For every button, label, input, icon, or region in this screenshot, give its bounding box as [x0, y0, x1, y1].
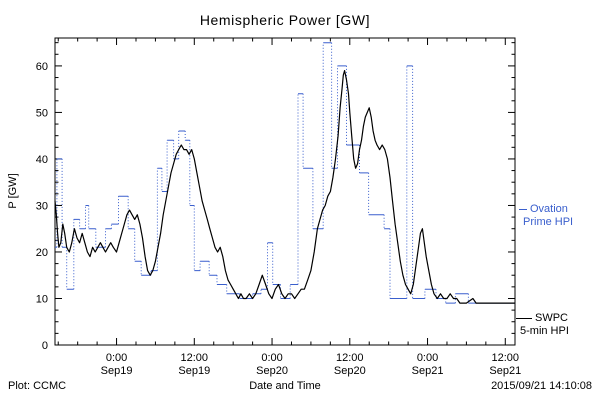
- legend-ovation: Ovation Prime HPI: [519, 203, 597, 229]
- x-tick-time-label: 0:00: [261, 352, 282, 364]
- x-tick-date-label: Sep19: [101, 365, 133, 377]
- y-tick-label: 10: [36, 293, 48, 305]
- plot-frame: [54, 37, 516, 346]
- x-tick-time-label: 12:00: [492, 352, 520, 364]
- y-tick-label: 30: [36, 200, 48, 212]
- x-tick-time-label: 0:00: [417, 352, 438, 364]
- x-tick-date-label: Sep21: [412, 365, 444, 377]
- x-tick-time-label: 0:00: [106, 352, 127, 364]
- legend-swpc-label-line1: SWPC: [535, 312, 568, 324]
- chart-title: Hemispheric Power [GW]: [199, 12, 371, 28]
- x-tick-time-label: 12:00: [336, 352, 364, 364]
- swpc-series-line: [54, 70, 515, 304]
- x-tick-time-label: 12:00: [181, 352, 209, 364]
- x-tick-date-label: Sep21: [489, 365, 521, 377]
- y-tick-label: 0: [42, 340, 48, 352]
- ovation-line-sample-icon: [519, 209, 527, 210]
- y-tick-label: 60: [36, 61, 48, 73]
- legend-swpc: SWPC 5-min HPI: [516, 312, 598, 338]
- x-tick-date-label: Sep20: [334, 365, 366, 377]
- legend-ovation-label-line1: Ovation: [530, 203, 568, 215]
- swpc-line-sample-icon: [516, 318, 532, 319]
- plot-credit: Plot: CCMC: [8, 380, 67, 392]
- x-tick-date-label: Sep19: [178, 365, 210, 377]
- y-tick-label: 50: [36, 107, 48, 119]
- ovation-series-steps: [55, 42, 515, 304]
- y-tick-label: 40: [36, 154, 48, 166]
- legend-ovation-label-line2: Prime HPI: [523, 216, 574, 228]
- ovation-series-verticals: [56, 42, 469, 304]
- x-tick-date-label: Sep20: [256, 365, 288, 377]
- y-tick-label: 20: [36, 247, 48, 259]
- x-axis-label: Date and Time: [249, 380, 321, 392]
- legend-swpc-label-line2: 5-min HPI: [520, 325, 569, 337]
- footer: Plot: CCMC Date and Time 2015/09/21 14:1…: [0, 380, 600, 396]
- plot-timestamp: 2015/09/21 14:10:08: [491, 380, 592, 392]
